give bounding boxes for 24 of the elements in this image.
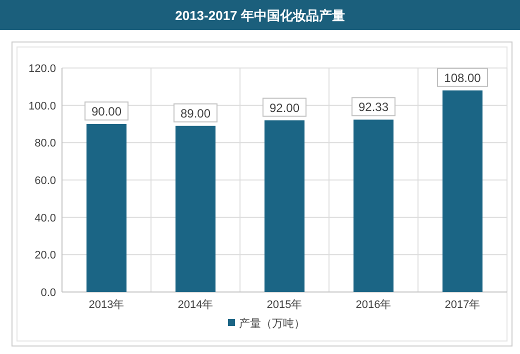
data-label: 108.00 — [444, 70, 482, 85]
y-tick-label: 0.0 — [40, 287, 56, 299]
y-tick-label: 120.0 — [28, 63, 56, 75]
x-tick-label: 2015年 — [266, 299, 302, 311]
y-tick-label: 20.0 — [34, 250, 56, 262]
bar — [354, 120, 394, 292]
y-tick-label: 40.0 — [34, 212, 56, 224]
x-tick-label: 2017年 — [444, 299, 480, 311]
data-label: 89.00 — [180, 106, 211, 120]
data-label: 92.33 — [358, 100, 389, 114]
bar — [176, 126, 216, 292]
bar — [86, 124, 126, 292]
x-tick-label: 2013年 — [88, 299, 124, 311]
y-tick-label: 100.0 — [28, 100, 56, 112]
chart-title: 2013-2017 年中国化妆品产量 — [175, 8, 345, 23]
x-tick-label: 2014年 — [178, 299, 214, 311]
data-label: 92.00 — [269, 100, 300, 115]
bar — [442, 90, 482, 292]
x-tick-label: 2016年 — [356, 299, 392, 311]
legend-label: 产量（万吨） — [239, 317, 305, 330]
data-label: 90.00 — [91, 104, 122, 118]
y-tick-label: 80.0 — [34, 138, 56, 150]
bar — [264, 120, 304, 292]
y-tick-label: 60.0 — [34, 175, 56, 187]
